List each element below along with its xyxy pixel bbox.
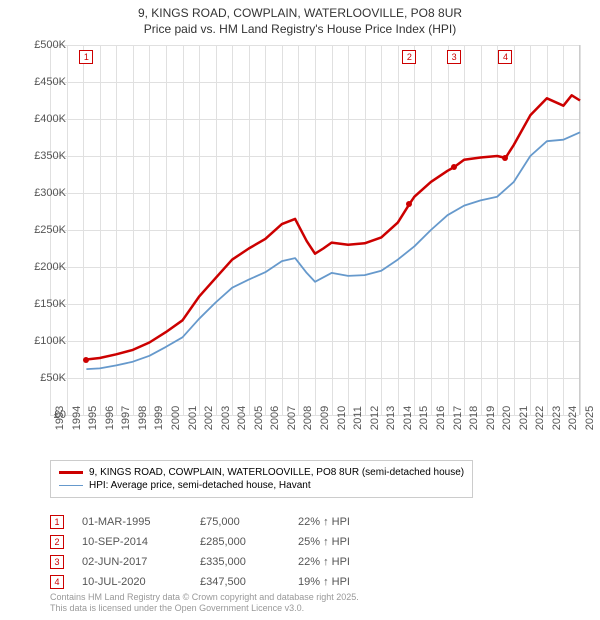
marker-box-3: 3 [447, 50, 461, 64]
title-line-2: Price paid vs. HM Land Registry's House … [0, 22, 600, 38]
x-tick-label: 1996 [104, 406, 116, 430]
tx-date: 02-JUN-2017 [82, 556, 182, 568]
footer-attribution: Contains HM Land Registry data © Crown c… [50, 592, 359, 615]
tx-price: £285,000 [200, 536, 280, 548]
x-tick-label: 1999 [153, 406, 165, 430]
x-tick-label: 2018 [468, 406, 480, 430]
y-tick-label: £200K [34, 261, 66, 273]
y-tick-label: £450K [34, 76, 66, 88]
gridline-v [580, 45, 581, 415]
legend-swatch [59, 485, 83, 487]
tx-marker: 1 [50, 515, 64, 529]
tx-pct: 25% ↑ HPI [298, 536, 378, 548]
x-tick-label: 1998 [137, 406, 149, 430]
series-price_paid [86, 95, 580, 359]
x-tick-label: 2003 [220, 406, 232, 430]
y-tick-label: £500K [34, 39, 66, 51]
x-tick-label: 2009 [319, 406, 331, 430]
x-tick-label: 2005 [253, 406, 265, 430]
x-tick-label: 2002 [203, 406, 215, 430]
x-tick-label: 1997 [120, 406, 132, 430]
x-tick-label: 2012 [369, 406, 381, 430]
x-tick-label: 1995 [87, 406, 99, 430]
tx-pct: 22% ↑ HPI [298, 516, 378, 528]
legend-label: HPI: Average price, semi-detached house,… [89, 480, 311, 491]
tx-pct: 22% ↑ HPI [298, 556, 378, 568]
y-tick-label: £50K [40, 372, 66, 384]
tx-pct: 19% ↑ HPI [298, 576, 378, 588]
transaction-row: 4 10-JUL-2020 £347,500 19% ↑ HPI [50, 572, 378, 592]
y-tick-label: £300K [34, 187, 66, 199]
x-tick-label: 2004 [236, 406, 248, 430]
x-tick-label: 2000 [170, 406, 182, 430]
tx-price: £75,000 [200, 516, 280, 528]
marker-dot-4 [502, 155, 508, 161]
legend-box: 9, KINGS ROAD, COWPLAIN, WATERLOOVILLE, … [50, 460, 473, 498]
line-series-svg [50, 45, 579, 415]
x-tick-label: 2019 [485, 406, 497, 430]
marker-box-4: 4 [498, 50, 512, 64]
x-tick-label: 2023 [551, 406, 563, 430]
marker-dot-3 [451, 164, 457, 170]
x-tick-label: 2014 [402, 406, 414, 430]
x-tick-label: 1994 [71, 406, 83, 430]
x-tick-label: 2015 [418, 406, 430, 430]
plot-area: 1 2 3 4 [50, 45, 580, 415]
transaction-row: 3 02-JUN-2017 £335,000 22% ↑ HPI [50, 552, 378, 572]
transaction-row: 1 01-MAR-1995 £75,000 22% ↑ HPI [50, 512, 378, 532]
x-tick-label: 2011 [352, 406, 364, 430]
y-tick-label: £250K [34, 224, 66, 236]
series-hpi [86, 132, 580, 369]
x-tick-label: 2007 [286, 406, 298, 430]
x-tick-label: 2020 [501, 406, 513, 430]
tx-marker: 2 [50, 535, 64, 549]
y-tick-label: £150K [34, 298, 66, 310]
tx-date: 10-SEP-2014 [82, 536, 182, 548]
marker-box-1: 1 [79, 50, 93, 64]
footer-line-1: Contains HM Land Registry data © Crown c… [50, 592, 359, 604]
x-tick-label: 2017 [452, 406, 464, 430]
chart-container: 9, KINGS ROAD, COWPLAIN, WATERLOOVILLE, … [0, 0, 600, 620]
tx-marker: 4 [50, 575, 64, 589]
x-tick-label: 2021 [518, 406, 530, 430]
footer-line-2: This data is licensed under the Open Gov… [50, 603, 359, 615]
tx-price: £347,500 [200, 576, 280, 588]
y-tick-label: £100K [34, 335, 66, 347]
tx-marker: 3 [50, 555, 64, 569]
tx-date: 10-JUL-2020 [82, 576, 182, 588]
x-tick-label: 2013 [385, 406, 397, 430]
transaction-row: 2 10-SEP-2014 £285,000 25% ↑ HPI [50, 532, 378, 552]
x-tick-label: 2016 [435, 406, 447, 430]
tx-price: £335,000 [200, 556, 280, 568]
y-tick-label: £400K [34, 113, 66, 125]
x-tick-label: 2010 [336, 406, 348, 430]
transactions-table: 1 01-MAR-1995 £75,000 22% ↑ HPI 2 10-SEP-2014… [50, 512, 378, 592]
legend-item: 9, KINGS ROAD, COWPLAIN, WATERLOOVILLE, … [59, 466, 464, 479]
y-tick-label: £350K [34, 150, 66, 162]
x-tick-label: 2024 [567, 406, 579, 430]
chart-title: 9, KINGS ROAD, COWPLAIN, WATERLOOVILLE, … [0, 0, 600, 37]
legend-item: HPI: Average price, semi-detached house,… [59, 479, 464, 492]
x-tick-label: 2022 [534, 406, 546, 430]
x-tick-label: 2025 [584, 406, 596, 430]
marker-box-2: 2 [402, 50, 416, 64]
title-line-1: 9, KINGS ROAD, COWPLAIN, WATERLOOVILLE, … [0, 6, 600, 22]
marker-dot-2 [406, 201, 412, 207]
legend-swatch [59, 471, 83, 474]
x-tick-label: 2006 [269, 406, 281, 430]
marker-dot-1 [83, 357, 89, 363]
tx-date: 01-MAR-1995 [82, 516, 182, 528]
x-tick-label: 1993 [54, 406, 66, 430]
legend-label: 9, KINGS ROAD, COWPLAIN, WATERLOOVILLE, … [89, 467, 464, 478]
x-tick-label: 2008 [302, 406, 314, 430]
x-tick-label: 2001 [187, 406, 199, 430]
